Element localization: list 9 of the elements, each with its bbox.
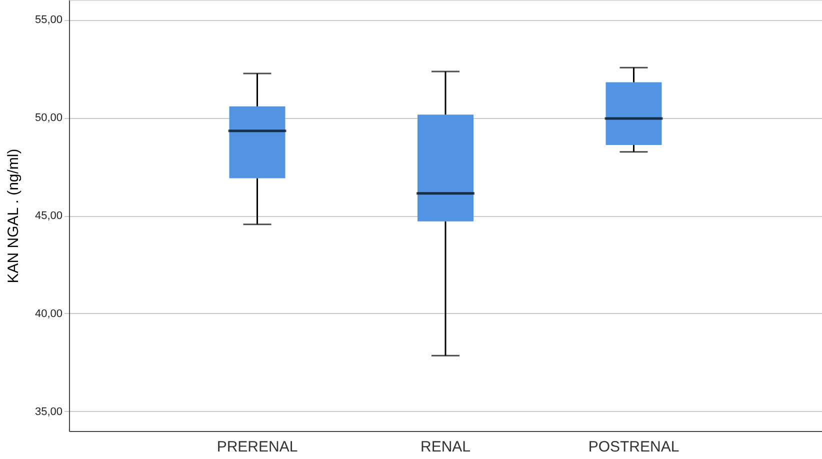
x-tick-label: POSTRENAL — [588, 438, 680, 456]
y-tick-label: 55,00 — [34, 14, 62, 26]
x-tick-label: PRERENAL — [216, 438, 298, 456]
x-tick-label: RENAL — [420, 438, 471, 456]
y-tick-label: 50,00 — [34, 112, 62, 124]
y-tick-label: 45,00 — [34, 210, 62, 222]
y-axis-title: KAN NGAL . (ng/ml) — [4, 148, 22, 284]
y-tick-label: 35,00 — [34, 406, 62, 418]
y-tick-label: 40,00 — [34, 308, 62, 320]
